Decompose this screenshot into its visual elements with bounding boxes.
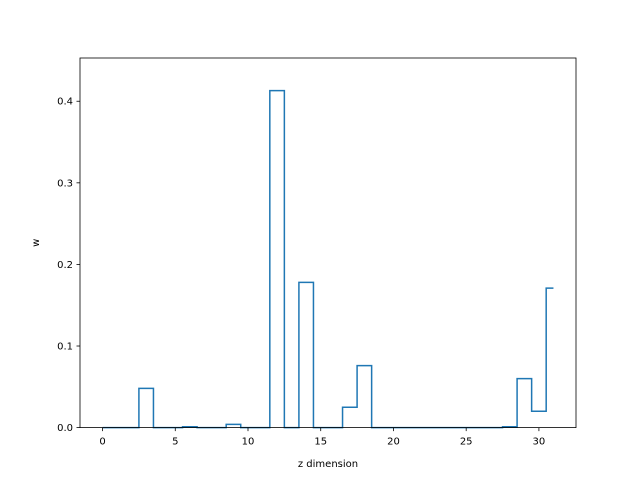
x-tick-label: 10 — [242, 437, 255, 448]
x-tick-label: 5 — [172, 437, 178, 448]
y-tick-label: 0.2 — [57, 260, 73, 271]
y-tick-label: 0.3 — [57, 178, 73, 189]
x-axis-ticks: 0 5 10 15 20 25 30 — [99, 427, 546, 448]
plot-frame — [79, 57, 577, 429]
y-tick-label: 0.4 — [57, 97, 73, 108]
y-axis-ticks: 0.0 0.1 0.2 0.3 0.4 — [57, 97, 80, 434]
y-tick-label: 0.1 — [57, 342, 73, 353]
y-axis-label: w — [31, 239, 42, 247]
x-tick-label: 30 — [533, 437, 546, 448]
x-tick-label: 0 — [99, 437, 105, 448]
y-tick-label: 0.0 — [57, 423, 73, 434]
x-tick-label: 15 — [314, 437, 327, 448]
plot-area-background — [80, 58, 576, 428]
x-tick-label: 25 — [460, 437, 473, 448]
x-axis-label: z dimension — [298, 459, 358, 470]
x-tick-label: 20 — [387, 437, 400, 448]
